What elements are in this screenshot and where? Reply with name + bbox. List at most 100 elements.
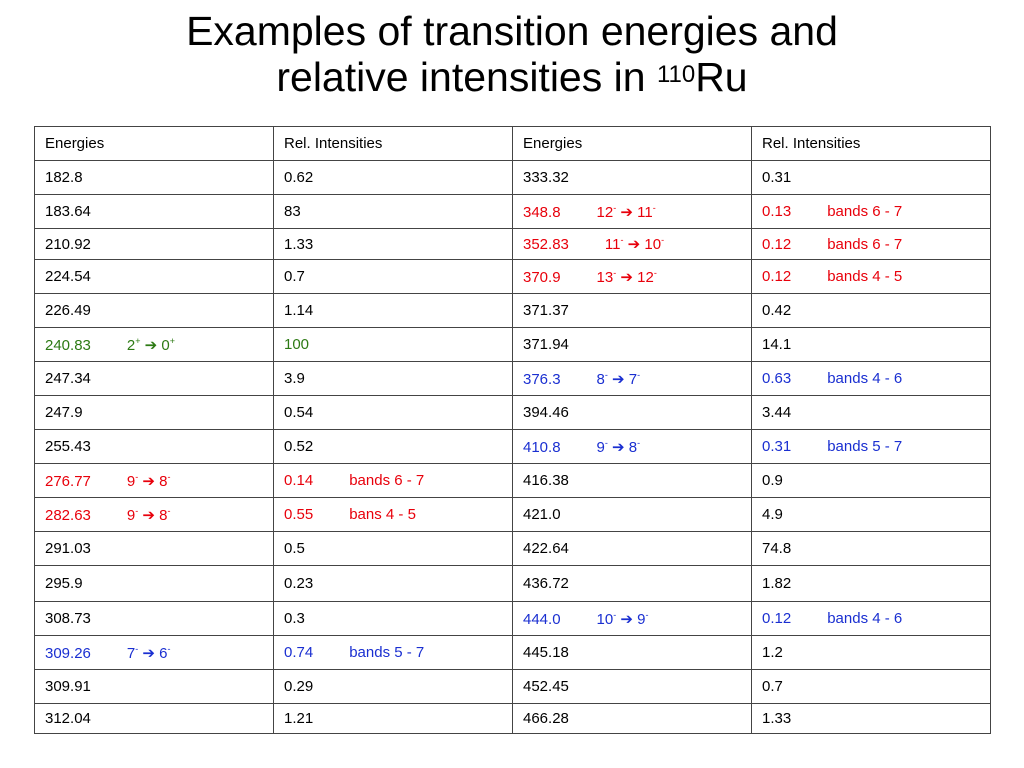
final-spin: 8 (159, 472, 168, 490)
initial-parity: - (135, 505, 139, 516)
spin-transition: 9- ➔ 8- (126, 505, 171, 524)
cell-value: 0.31 (762, 169, 792, 186)
initial-spin: 9 (126, 506, 136, 524)
cell-value: 0.52 (284, 438, 314, 455)
table-row: 282.63 9- ➔ 8- 0.55 bans 4 - 5 421.0 4.9 (34, 497, 991, 532)
cell-value: 445.18 (523, 644, 569, 661)
final-spin: 8 (628, 438, 638, 456)
table-cell: 182.8 (34, 160, 274, 195)
table-row: 210.92 1.33 352.83 11- ➔ 10- 0.12 bands 6 - 7 (34, 228, 991, 260)
table-row: 309.26 7- ➔ 6- 0.74 bands 5 - 7 445.18 1.2 (34, 635, 991, 670)
table-cell: 0.52 (273, 429, 513, 464)
table-cell: 0.12 bands 6 - 7 (751, 228, 991, 260)
table-cell: 247.34 (34, 361, 274, 396)
initial-spin: 2 (126, 336, 136, 354)
cell-value: 0.54 (284, 404, 314, 421)
table-cell: 291.03 (34, 531, 274, 566)
cell-value: 0.13 (762, 203, 792, 220)
cell-value: 183.64 (45, 203, 91, 220)
table-cell: 410.8 9- ➔ 8- (512, 429, 752, 464)
table-row: 183.64 83 348.8 12- ➔ 11- 0.13 bands 6 - 7 (34, 194, 991, 229)
initial-spin: 7 (126, 644, 136, 662)
right-arrow-icon: ➔ (607, 438, 629, 456)
cell-value: 309.26 (45, 644, 91, 662)
cell-value: 0.7 (762, 678, 783, 695)
cell-value: 376.3 (523, 370, 561, 388)
cell-value: 352.83 (523, 236, 569, 253)
table-cell: 416.38 (512, 463, 752, 498)
cell-value: 312.04 (45, 710, 91, 727)
cell-value: 210.92 (45, 235, 91, 253)
transition-table: Energies Rel. Intensities Energies Rel. … (34, 126, 991, 734)
title-line-1: Examples of transition energies and (186, 8, 838, 54)
header-cell: Rel. Intensities (273, 126, 513, 161)
cell-value: 444.0 (523, 610, 561, 628)
right-arrow-icon: ➔ (138, 506, 160, 524)
cell-value: 0.31 (762, 438, 792, 455)
initial-parity: - (613, 267, 617, 278)
cell-value: 1.33 (284, 235, 314, 253)
spin-transition: 11- ➔ 10- (605, 235, 664, 253)
band-note: bands 6 - 7 (827, 235, 903, 253)
table-cell: 1.33 (273, 228, 513, 260)
initial-spin: 9 (596, 438, 605, 456)
table-cell: 333.32 (512, 160, 752, 195)
final-parity: + (169, 335, 176, 346)
table-cell: 282.63 9- ➔ 8- (34, 497, 274, 532)
cell-value: 226.49 (45, 302, 91, 319)
header-cell: Energies (512, 126, 752, 161)
table-cell: 0.29 (273, 669, 513, 704)
cell-value: 0.12 (762, 235, 792, 253)
cell-value: 3.9 (284, 370, 305, 387)
final-spin: 10 (644, 236, 662, 253)
cell-value: 247.9 (45, 404, 83, 421)
cell-value: 371.37 (523, 302, 569, 319)
table-cell: 0.14 bands 6 - 7 (273, 463, 513, 498)
cell-value: 308.73 (45, 610, 91, 627)
table-cell: 3.44 (751, 395, 991, 430)
cell-value: 333.32 (523, 169, 569, 186)
cell-value: 0.62 (284, 169, 314, 186)
cell-value: 0.9 (762, 472, 783, 489)
table-cell: 394.46 (512, 395, 752, 430)
table-cell: 444.0 10- ➔ 9- (512, 601, 752, 636)
cell-value: 348.8 (523, 203, 561, 221)
initial-parity: + (135, 335, 141, 346)
cell-value: 291.03 (45, 540, 91, 557)
table-cell: 348.8 12- ➔ 11- (512, 194, 752, 229)
table-row: 182.8 0.62 333.32 0.31 (34, 160, 991, 195)
header-cell: Energies (34, 126, 274, 161)
table-cell: 371.94 (512, 327, 752, 362)
cell-value: 100 (284, 336, 310, 353)
cell-value: 255.43 (45, 438, 91, 455)
right-arrow-icon: ➔ (616, 610, 638, 628)
initial-spin: 9 (126, 472, 136, 490)
right-arrow-icon: ➔ (140, 336, 162, 354)
table-row: 224.54 0.7 370.9 13- ➔ 12- 0.12 bands 4 - 5 (34, 259, 991, 294)
cell-value: 295.9 (45, 575, 83, 592)
cell-value: 0.12 (762, 268, 792, 285)
right-arrow-icon: ➔ (623, 236, 645, 253)
element-symbol: Ru (695, 54, 748, 100)
table-cell: 0.7 (273, 259, 513, 294)
cell-value: 240.83 (45, 336, 91, 354)
table-cell: 276.77 9- ➔ 8- (34, 463, 274, 498)
table-row: 247.9 0.54 394.46 3.44 (34, 395, 991, 430)
cell-value: 3.44 (762, 404, 792, 421)
isotope-mass-number: 110 (656, 61, 696, 88)
table-cell: 224.54 (34, 259, 274, 294)
cell-value: 416.38 (523, 472, 569, 489)
table-row: 255.43 0.52 410.8 9- ➔ 8- 0.31 bands 5 - 7 (34, 429, 991, 464)
final-parity: - (653, 267, 657, 278)
initial-parity: - (135, 471, 139, 482)
cell-value: 1.14 (284, 302, 314, 319)
spin-transition: 10- ➔ 9- (597, 610, 649, 628)
cell-value: 14.1 (762, 336, 792, 353)
spin-transition: 7- ➔ 6- (126, 644, 171, 662)
table-cell: 4.9 (751, 497, 991, 532)
cell-value: 83 (284, 203, 301, 220)
band-note: bands 4 - 5 (827, 268, 903, 285)
table-cell: 226.49 (34, 293, 274, 328)
right-arrow-icon: ➔ (138, 644, 160, 662)
table-cell: 1.2 (751, 635, 991, 670)
